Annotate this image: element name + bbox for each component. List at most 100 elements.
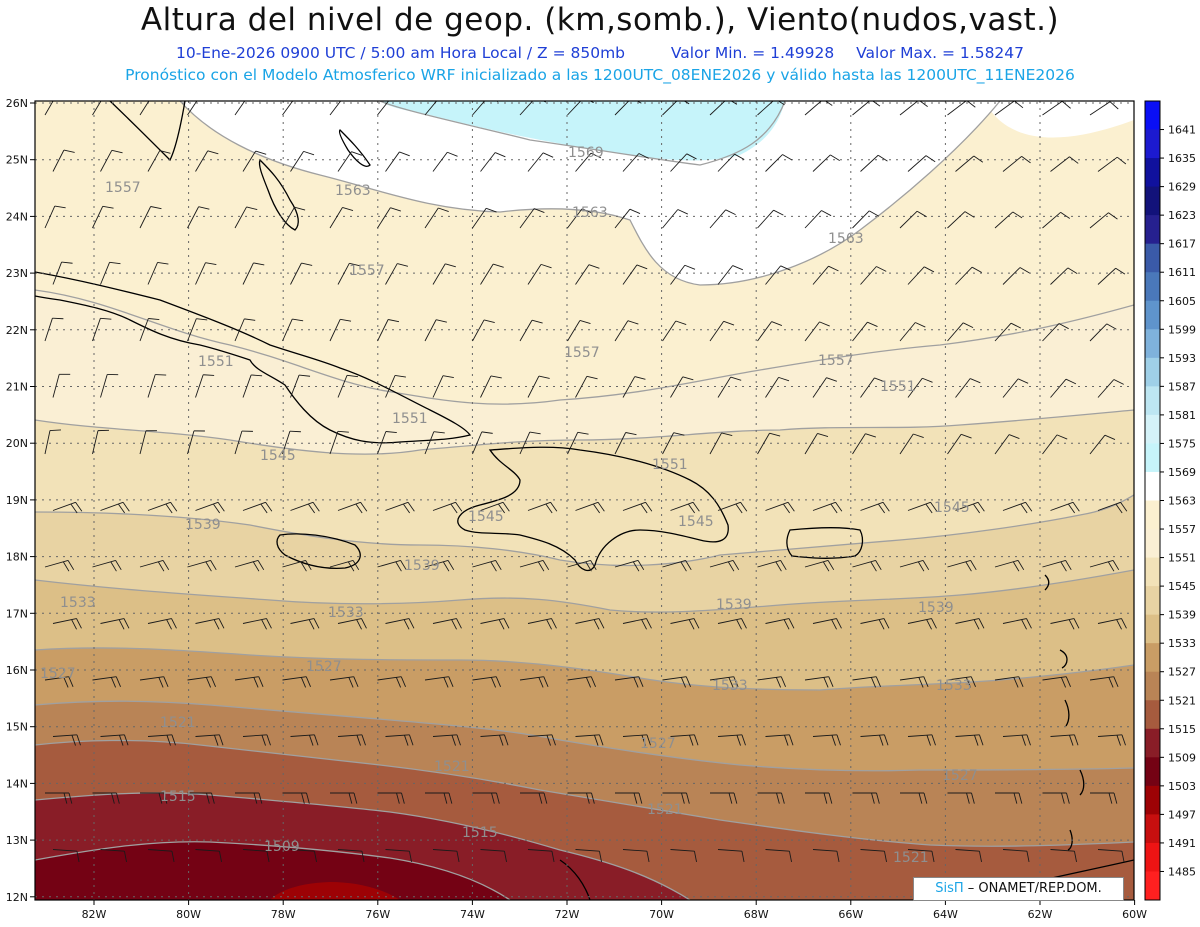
wind-barb <box>330 906 355 920</box>
wind-barb <box>519 319 543 342</box>
wind-barb <box>329 318 352 342</box>
wind-barb <box>472 676 501 688</box>
wind-barb <box>622 618 652 630</box>
wind-barb <box>187 430 205 455</box>
wind-barb <box>575 734 604 746</box>
colorbar-label: 1509 <box>1168 751 1196 764</box>
wind-barb <box>329 676 359 688</box>
wind-barb <box>282 101 294 116</box>
wind-barb <box>140 792 168 804</box>
colorbar-swatch <box>1145 300 1160 330</box>
credit-brand: SisΠ <box>935 881 964 896</box>
wind-barb <box>757 209 784 229</box>
wind-barb <box>234 676 264 688</box>
coastlines <box>35 101 1134 900</box>
wind-barb <box>242 150 267 172</box>
contour-label: 1527 <box>40 666 76 682</box>
wind-barb <box>44 101 54 116</box>
wind-barb <box>575 152 602 172</box>
colorbar-swatch <box>1145 272 1160 302</box>
wind-barb <box>527 734 556 746</box>
colorbar-label: 1635 <box>1168 152 1196 165</box>
wind-barb <box>860 377 885 398</box>
wind-barb <box>337 849 365 863</box>
wind-barb <box>907 266 935 285</box>
wind-barb <box>424 101 451 116</box>
wind-barb <box>100 149 123 172</box>
wind-barb <box>757 101 785 116</box>
contour-label: 1521 <box>160 715 196 731</box>
colorbar-swatch <box>1145 243 1160 273</box>
wind-barb <box>187 318 208 342</box>
contour-label: 1545 <box>678 514 714 530</box>
wind-barb <box>432 151 458 172</box>
wind-barb <box>1002 156 1031 172</box>
wind-barb <box>622 264 648 285</box>
wind-barb <box>662 676 691 688</box>
wind-barb <box>955 266 982 285</box>
wind-barb <box>234 206 258 229</box>
wind-barb <box>1097 734 1126 746</box>
wind-barb <box>432 501 463 514</box>
wind-barb <box>717 265 744 285</box>
wind-barb <box>955 378 981 398</box>
wind-barb <box>614 559 645 572</box>
colorbar-label: 1515 <box>1168 723 1196 736</box>
wind-barb <box>139 206 162 229</box>
wind-barb <box>377 431 397 455</box>
puerto-rico-coast <box>786 527 864 559</box>
wind-barb <box>804 559 835 572</box>
band-1563-white-east <box>930 101 1134 138</box>
wind-barb <box>527 618 557 630</box>
wind-barb <box>337 501 368 514</box>
wind-barb <box>717 376 742 398</box>
wind-barb <box>622 734 651 746</box>
wind-barb <box>757 792 785 804</box>
wind-barb <box>1002 849 1030 863</box>
contour-label: 1521 <box>647 802 683 818</box>
wind-barb <box>567 208 593 229</box>
wind-barb <box>955 155 984 172</box>
wind-barb <box>804 321 830 342</box>
wind-barb <box>955 501 985 514</box>
wind-barb <box>100 734 129 746</box>
wind-barb <box>955 849 982 863</box>
wind-barb <box>480 375 502 398</box>
wind-barb <box>1002 734 1031 746</box>
wind-barb <box>385 263 409 285</box>
wind-barb <box>92 101 102 116</box>
graticule <box>35 101 1134 900</box>
lon-tick-label: 82W <box>82 908 107 921</box>
wind-barb <box>852 321 878 342</box>
wind-barb <box>1050 378 1077 398</box>
wind-barb <box>424 431 445 455</box>
colorbar-swatch <box>1145 871 1160 901</box>
lat-tick-label: 25N <box>6 154 28 167</box>
wind-barb <box>480 501 510 514</box>
map-title: Altura del nivel de geop. (km,somb.), Vi… <box>140 2 1060 38</box>
colorbar-swatch <box>1145 671 1160 701</box>
wind-barb <box>995 792 1023 804</box>
wind-barb <box>804 676 834 688</box>
wind-barb <box>757 432 781 455</box>
wind-barb <box>472 207 497 229</box>
wind-barb <box>955 734 984 746</box>
wind-barb <box>1002 501 1033 514</box>
colorbar-label: 1485 <box>1168 865 1196 878</box>
lat-tick-label: 13N <box>6 834 28 847</box>
colorbar-label: 1611 <box>1168 266 1196 279</box>
lesser-antilles <box>1044 574 1085 851</box>
contour-label: 1545 <box>260 448 296 464</box>
wind-barb <box>337 734 366 746</box>
wind-barb <box>947 559 977 572</box>
lat-tick-label: 12N <box>6 891 28 904</box>
wind-barb <box>709 559 740 572</box>
wind-barb <box>1050 501 1080 514</box>
wind-barb <box>947 792 975 804</box>
contour-label: 1551 <box>392 411 428 427</box>
wind-barb <box>1089 101 1119 116</box>
wind-barb <box>1042 792 1070 804</box>
wind-barb <box>100 501 130 514</box>
wind-barb <box>337 262 361 285</box>
wind-barb <box>187 559 217 572</box>
